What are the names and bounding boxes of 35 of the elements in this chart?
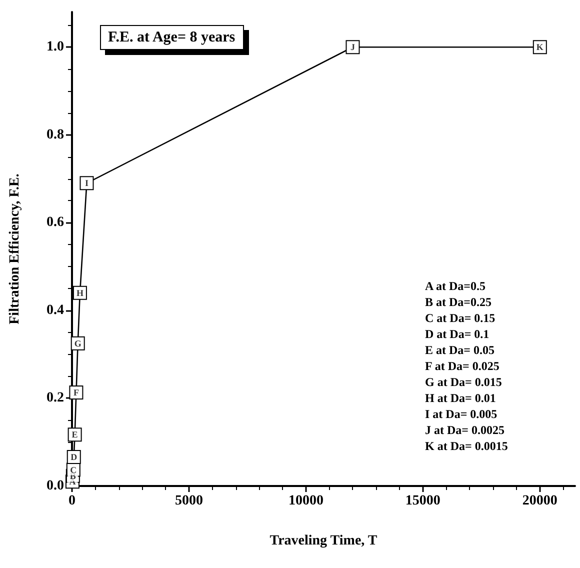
y-tick-label: 0.8 bbox=[46, 127, 64, 142]
x-tick-label: 10000 bbox=[288, 494, 324, 508]
annotation: K bbox=[536, 42, 544, 52]
annotation: D bbox=[70, 452, 78, 462]
text: F.E. at Age= 8 years bbox=[108, 30, 236, 46]
x-tick-label: 0 bbox=[68, 494, 76, 508]
annotation: K at Da= 0.0015 bbox=[425, 439, 508, 453]
annotation: F at Da= 0.025 bbox=[425, 359, 500, 373]
point bbox=[80, 176, 94, 190]
annotation: G at Da= 0.015 bbox=[425, 375, 502, 389]
annotation: I at Da= 0.005 bbox=[425, 407, 498, 421]
annotation: B at Da=0.25 bbox=[425, 295, 492, 309]
y-tick-label: 0.2 bbox=[46, 390, 64, 406]
annotation: C bbox=[70, 464, 77, 475]
annotation: H bbox=[76, 288, 84, 298]
x-tick-label: 20000 bbox=[522, 494, 558, 508]
x-tick-label: 15000 bbox=[405, 494, 440, 508]
annotation: E bbox=[72, 430, 78, 440]
x-tick-label: 5000 bbox=[174, 494, 203, 508]
annotation: J bbox=[350, 42, 356, 52]
y-tick-label: 1.0 bbox=[46, 40, 64, 55]
annotation: J at Da= 0.0025 bbox=[425, 423, 504, 437]
annotation: E at Da= 0.05 bbox=[425, 343, 495, 357]
annotation: G bbox=[74, 338, 82, 348]
annotation: A at Da=0.5 bbox=[425, 279, 486, 293]
annotation: H at Da= 0.01 bbox=[425, 391, 496, 405]
annotation: D at Da= 0.1 bbox=[425, 327, 490, 341]
x-axis-title: Traveling Time, T bbox=[270, 534, 378, 548]
y-tick-label: 0.0 bbox=[46, 478, 64, 494]
y-tick-label: 0.6 bbox=[46, 215, 64, 230]
annotation: F bbox=[73, 388, 80, 398]
annotation: C at Da= 0.15 bbox=[425, 311, 496, 325]
y-tick-label: 0.4 bbox=[46, 302, 64, 318]
annotation: I bbox=[84, 178, 89, 188]
y-axis-title: Filtration Efficiency, F.E. bbox=[8, 174, 22, 324]
